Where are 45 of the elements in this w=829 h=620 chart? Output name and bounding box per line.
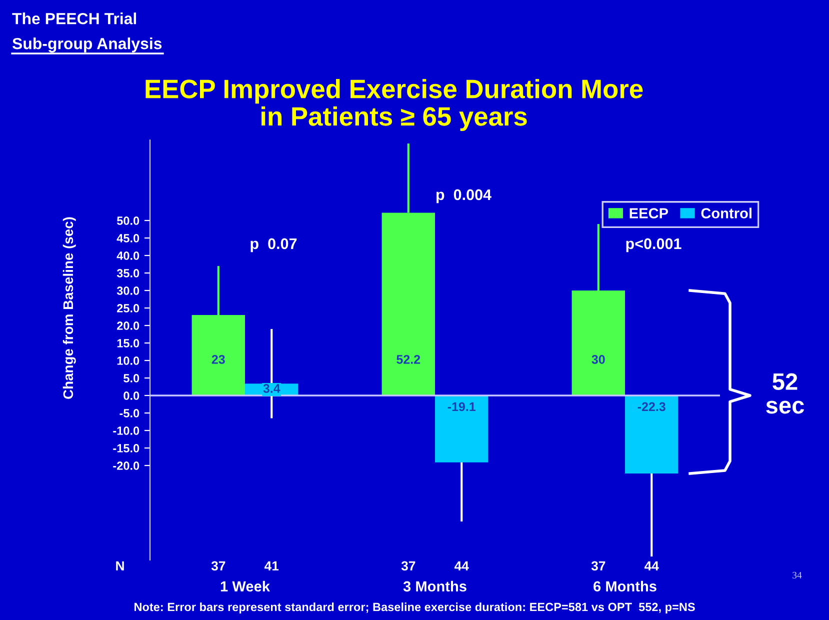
y-axis-title: Change from Baseline (sec) [62, 217, 76, 399]
y-tick-label: 30.0 [116, 286, 140, 295]
y-tick-label: 20.0 [117, 322, 140, 330]
annotation: p 0.004 [436, 189, 492, 204]
y-tick-label: 10.0 [117, 356, 140, 365]
data-label: 23 [212, 355, 225, 364]
annotation: p 0.07 [250, 238, 297, 252]
text: 37 [401, 561, 416, 571]
y-tick-label: 40.0 [116, 252, 140, 260]
text: 44 [454, 561, 469, 570]
y-tick-label: 5.0 [124, 374, 140, 382]
y-tick-label: -15.0 [113, 444, 140, 452]
y-tick-label: 0.0 [124, 392, 140, 400]
data-label: 52.2 [396, 355, 420, 364]
text: The PEECH Trial [12, 12, 136, 24]
y-tick-label: 15.0 [117, 339, 140, 348]
y-tick-label: -20.0 [113, 462, 140, 470]
text: Note: Error bars represent standard error; Baseline exercise duration: EECP=581 vs OPT 552, p=NS [134, 602, 695, 614]
data-label: 30 [592, 355, 605, 364]
y-tick-label: -5.0 [120, 409, 140, 418]
text: 41 [264, 561, 279, 570]
chart-title: EECP Improved Exercise Duration More in Patients ≥ 65 years [146, 78, 643, 132]
y-tick-label: 50.0 [116, 216, 140, 225]
data-label: -19.1 [448, 402, 476, 412]
y-tick-label: 45.0 [116, 234, 140, 242]
data-label: 3.4 [263, 384, 280, 393]
legend-label: Control [701, 208, 752, 218]
text: Sub-group Analysis [12, 38, 162, 52]
legend-label: EECP [630, 208, 668, 218]
x-tick-label: 3 Months [403, 580, 466, 592]
text: 44 [644, 561, 659, 570]
text: N [116, 561, 124, 570]
text: 37 [591, 561, 606, 571]
x-tick-label: 6 Months [594, 580, 656, 592]
bar [625, 396, 678, 474]
annotation: p<0.001 [626, 238, 682, 252]
y-tick-label: 35.0 [116, 269, 140, 278]
y-tick-label: 25.0 [117, 304, 140, 312]
text: 37 [211, 561, 226, 571]
y-tick-label: -10.0 [113, 426, 140, 435]
bar [435, 396, 488, 462]
text: 34 [792, 572, 802, 578]
text: 52 sec [766, 373, 804, 414]
x-tick-label: 1 Week [220, 580, 270, 592]
data-label: -22.3 [638, 402, 666, 412]
